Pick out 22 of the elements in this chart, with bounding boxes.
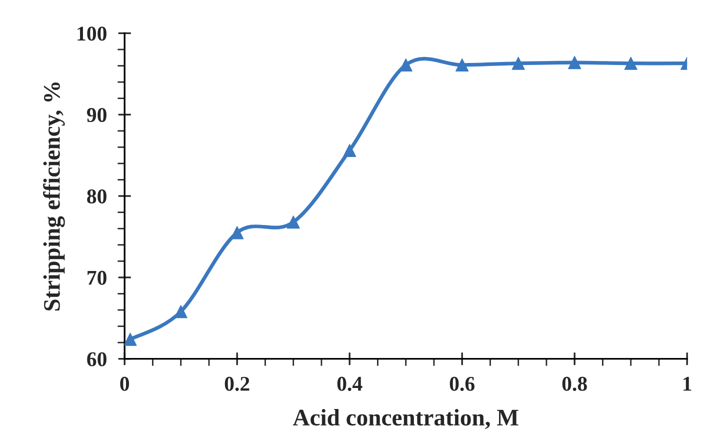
x-tick-label: 0.4 bbox=[337, 376, 362, 391]
y-tick-label: 70 bbox=[88, 270, 106, 285]
y-tick-label: 100 bbox=[78, 26, 106, 41]
point bbox=[174, 305, 188, 318]
x-tick-label: 1 bbox=[684, 376, 692, 391]
x-axis-title: Acid concentration, M bbox=[292, 408, 518, 430]
x-tick-label: 0.6 bbox=[450, 376, 474, 391]
y-tick-label: 90 bbox=[86, 108, 106, 122]
point bbox=[343, 144, 356, 158]
x-tick-label: 0.2 bbox=[224, 376, 250, 391]
y-tick-label: 60 bbox=[87, 352, 106, 366]
point bbox=[568, 56, 582, 70]
point bbox=[624, 56, 638, 70]
point bbox=[286, 216, 300, 229]
point bbox=[124, 332, 137, 346]
x-tick-label: 0.8 bbox=[562, 376, 587, 391]
y-axis-title: Stripping efficiency, % bbox=[43, 82, 65, 311]
x-tick-label: 0 bbox=[120, 376, 130, 391]
point bbox=[512, 56, 525, 70]
y-tick-label: 80 bbox=[87, 189, 106, 204]
point bbox=[230, 226, 244, 240]
point bbox=[456, 58, 469, 72]
